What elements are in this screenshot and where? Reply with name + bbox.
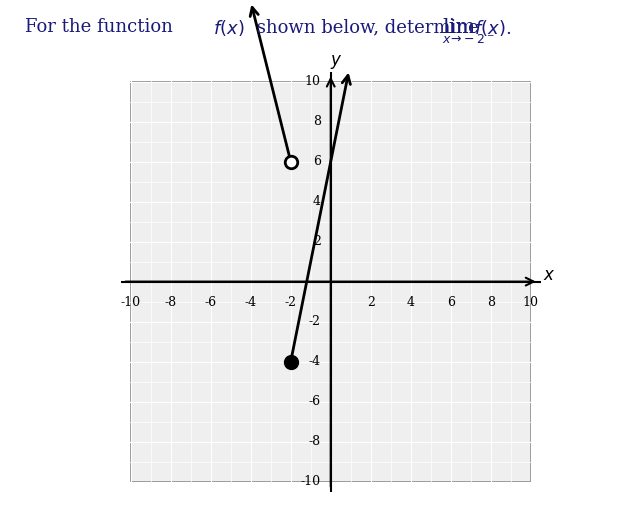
Text: $x$: $x$ <box>543 267 555 284</box>
Text: shown below, determine: shown below, determine <box>251 18 490 36</box>
Text: -2: -2 <box>285 295 297 309</box>
Text: $f(x)$.: $f(x)$. <box>474 18 511 38</box>
Text: 4: 4 <box>406 295 415 309</box>
Text: -10: -10 <box>301 475 321 488</box>
Text: $f(x)$: $f(x)$ <box>213 18 244 38</box>
Text: -8: -8 <box>308 435 321 448</box>
Text: For the function: For the function <box>25 18 179 36</box>
Text: 2: 2 <box>313 235 321 248</box>
Text: -2: -2 <box>308 315 321 328</box>
Text: 8: 8 <box>313 115 321 128</box>
Text: -4: -4 <box>308 355 321 368</box>
Text: $y$: $y$ <box>331 53 343 71</box>
Text: lim: lim <box>442 18 475 37</box>
Text: $x\!\to\!-2^-$: $x\!\to\!-2^-$ <box>442 33 495 46</box>
Text: 10: 10 <box>305 75 321 88</box>
Text: -4: -4 <box>245 295 257 309</box>
Text: 2: 2 <box>367 295 375 309</box>
Text: 6: 6 <box>313 155 321 168</box>
Text: -10: -10 <box>121 295 141 309</box>
Text: 8: 8 <box>487 295 495 309</box>
Text: -6: -6 <box>205 295 217 309</box>
Text: 6: 6 <box>446 295 455 309</box>
Text: 10: 10 <box>523 295 539 309</box>
Text: -8: -8 <box>165 295 177 309</box>
Text: -6: -6 <box>308 395 321 408</box>
Text: 4: 4 <box>313 195 321 208</box>
